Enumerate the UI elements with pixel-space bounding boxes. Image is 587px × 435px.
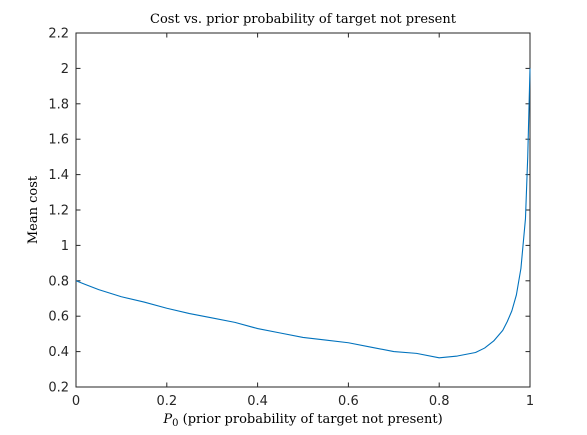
y-tick-label: 0.6 [48, 310, 69, 325]
x-axis-label-subscript: 0 [172, 418, 178, 429]
y-tick-label: 0.8 [48, 274, 69, 289]
y-tick-label: 1.8 [48, 97, 69, 112]
x-tick-label: 1 [526, 394, 534, 409]
x-axis-label-text: (prior probability of target not present… [178, 412, 442, 427]
x-tick-label: 0.6 [338, 394, 359, 409]
plot-area: 0 0.2 0.4 0.6 0.8 1 0.20.40.60.811.21.41.61.8… [48, 27, 534, 410]
x-tick-label: 0 [72, 394, 80, 409]
x-tick-label: 0.8 [429, 394, 450, 409]
x-tick-label: 0.2 [156, 394, 177, 409]
y-tick-label: 0.2 [48, 381, 69, 396]
y-tick-label: 2.2 [48, 27, 69, 42]
y-tick-label: 1.2 [48, 204, 69, 219]
y-tick-label: 0.4 [48, 345, 69, 360]
cost-curve-line [75, 68, 531, 359]
y-tick-label: 2 [61, 62, 69, 77]
y-ticks: 0.2 0.4 0.6 0.8 1 1.2 1.4 1.6 1.8 2 2.2 [48, 27, 530, 396]
series-layer [75, 68, 531, 359]
axes-box [75, 32, 531, 388]
x-tick-label: 0.4 [247, 394, 268, 409]
x-axis-label: P0 (prior probability of target not pres… [162, 412, 442, 429]
y-tick-label: 1.6 [48, 133, 69, 148]
y-tick-label: 1 [61, 239, 69, 254]
y-axis-label: Mean cost [26, 175, 41, 244]
y-tick-label: 1.4 [48, 168, 69, 183]
chart-title: Cost vs. prior probability of target not… [150, 12, 457, 27]
x-axis-label-symbol: P [162, 412, 172, 427]
x-ticks: 0 0.2 0.4 0.6 0.8 1 [72, 33, 534, 409]
